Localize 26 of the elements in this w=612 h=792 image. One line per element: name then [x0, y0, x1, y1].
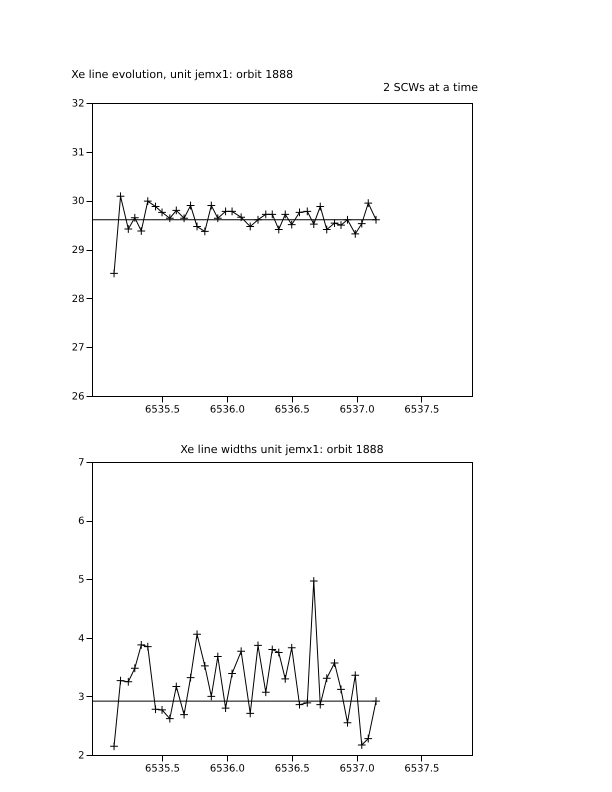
- y-tick-label: 29: [72, 245, 84, 256]
- x-tick-label: 6536.5: [274, 404, 310, 416]
- y-tick-label: 27: [72, 342, 84, 354]
- y-tick-label: 7: [78, 458, 84, 468]
- y-tick-label: 6: [78, 516, 84, 528]
- x-tick-label: 6535.5: [145, 764, 180, 774]
- y-tick-label: 4: [78, 633, 84, 644]
- y-tick-label: 2: [78, 750, 84, 762]
- x-tick-label: 6535.5: [145, 404, 180, 416]
- x-tick-label: 6537.5: [404, 404, 440, 416]
- x-tick-label: 6536.5: [274, 764, 310, 774]
- y-tick-label: 5: [78, 574, 84, 586]
- chart-title: Xe line evolution, unit jemx1: orbit 1888: [71, 68, 294, 81]
- x-tick-label: 6537.0: [340, 764, 375, 774]
- x-tick-label: 6536.0: [210, 764, 245, 774]
- x-tick-label: 6536.0: [210, 404, 245, 416]
- y-tick-label: 3: [78, 692, 84, 703]
- y-tick-label: 30: [72, 196, 84, 208]
- x-tick-label: 6537.0: [340, 404, 375, 416]
- y-tick-label: 31: [72, 147, 84, 158]
- y-tick-label: 28: [72, 294, 84, 305]
- y-tick-label: 32: [72, 98, 84, 110]
- chart-title: Xe line widths unit jemx1: orbit 1888: [180, 443, 384, 456]
- x-tick-label: 6537.5: [404, 764, 440, 774]
- y-tick-label: 26: [72, 392, 84, 402]
- text: 2 SCWs at a time: [383, 81, 478, 94]
